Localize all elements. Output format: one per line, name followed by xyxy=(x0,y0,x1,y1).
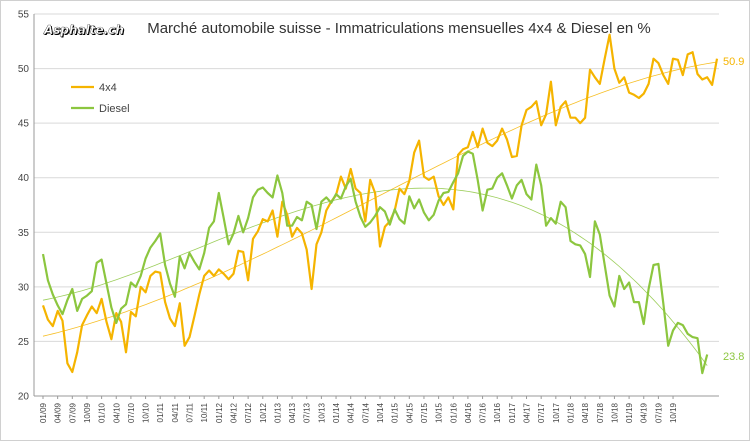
x-tick-label: 07/19 xyxy=(654,402,663,423)
x-tick-label: 10/11 xyxy=(200,402,209,422)
x-tick-label: 04/16 xyxy=(464,402,473,423)
legend-label-4x4: 4x4 xyxy=(99,82,117,94)
y-tick-label: 50 xyxy=(18,64,30,75)
x-tick-label: 01/16 xyxy=(449,402,458,423)
x-tick-label: 07/13 xyxy=(303,402,312,423)
x-tick-label: 01/11 xyxy=(156,402,165,422)
x-tick-label: 07/10 xyxy=(127,402,136,423)
x-tick-label: 01/19 xyxy=(625,402,634,423)
series-line-diesel xyxy=(41,150,709,375)
x-tick-label: 04/12 xyxy=(229,402,238,423)
y-tick-label: 35 xyxy=(18,228,30,239)
x-tick-label: 04/15 xyxy=(405,402,414,423)
x-tick-label: 04/11 xyxy=(171,402,180,422)
x-tick-label: 04/14 xyxy=(347,402,356,423)
x-tick-label: 10/18 xyxy=(610,402,619,423)
x-tick-label: 10/10 xyxy=(142,402,151,423)
x-tick-label: 07/17 xyxy=(537,402,546,423)
x-tick-label: 10/15 xyxy=(435,402,444,423)
x-tick-label: 07/11 xyxy=(186,402,195,422)
x-tick-label: 01/12 xyxy=(215,402,224,423)
x-tick-label: 10/12 xyxy=(259,402,268,423)
x-tick-label: 10/13 xyxy=(317,402,326,423)
x-tick-label: 04/09 xyxy=(54,402,63,423)
legend-label-diesel: Diesel xyxy=(99,103,130,115)
chart-title: Marché automobile suisse - Immatriculati… xyxy=(147,20,651,37)
x-tick-label: 10/17 xyxy=(552,402,561,423)
series-layer xyxy=(41,33,719,375)
x-tick-label: 07/18 xyxy=(596,402,605,423)
end-label-diesel: 23.8 xyxy=(723,351,744,363)
x-tick-label: 07/16 xyxy=(479,402,488,423)
x-tick-label: 01/18 xyxy=(566,402,575,423)
x-tick-label: 01/13 xyxy=(273,402,282,423)
trendline-4x4 xyxy=(42,61,718,337)
y-tick-label: 20 xyxy=(18,392,30,403)
x-tick-label: 01/14 xyxy=(332,402,341,423)
end-label-4x4: 50.9 xyxy=(723,56,744,68)
logo-shadow: Asphalte.ch xyxy=(44,24,125,38)
x-tick-label: 10/09 xyxy=(83,402,92,423)
x-tick-label: 07/12 xyxy=(244,402,253,423)
x-tick-label: 01/17 xyxy=(508,402,517,423)
x-tick-label: 07/14 xyxy=(361,402,370,423)
y-tick-label: 55 xyxy=(18,10,30,21)
legend: 4x4 Diesel xyxy=(71,82,130,115)
trend-layer xyxy=(42,61,718,366)
x-tick-label: 10/16 xyxy=(493,402,502,423)
y-tick-label: 30 xyxy=(18,282,30,293)
x-tick-label: 10/14 xyxy=(376,402,385,423)
x-tick-label: 04/17 xyxy=(523,402,532,423)
x-tick-label: 07/09 xyxy=(68,402,77,423)
y-tick-label: 25 xyxy=(18,337,30,348)
x-tick-label: 04/13 xyxy=(288,402,297,423)
x-tick-label: 07/15 xyxy=(420,402,429,423)
axis-layer: 20 25 30 35 40 45 50 55 01/09 04/09 07/09 10/09 01/1… xyxy=(18,10,719,423)
y-tick-label: 45 xyxy=(18,119,30,130)
logo-text: Asphalte.ch xyxy=(43,23,124,37)
logo: Asphalte.ch Asphalte.ch xyxy=(43,23,125,38)
y-tick-label: 40 xyxy=(18,173,30,184)
series-line-4x4 xyxy=(41,33,719,374)
x-tick-label: 01/10 xyxy=(98,402,107,423)
x-tick-label: 04/19 xyxy=(640,402,649,423)
x-tick-label: 04/10 xyxy=(112,402,121,423)
x-tick-label: 10/19 xyxy=(669,402,678,423)
x-tick-label: 04/18 xyxy=(581,402,590,423)
x-tick-label: 01/15 xyxy=(391,402,400,423)
x-tick-label: 01/09 xyxy=(39,402,48,423)
